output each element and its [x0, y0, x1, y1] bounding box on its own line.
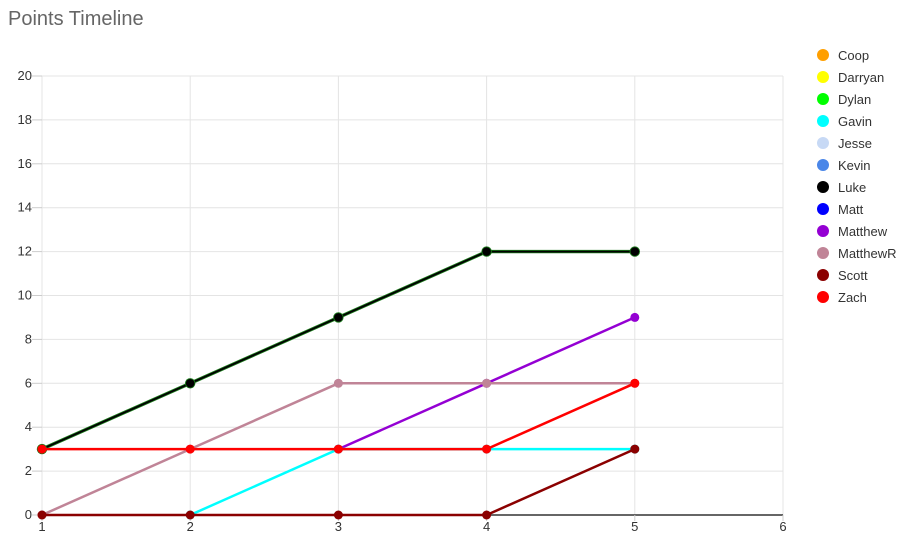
svg-text:4: 4 [25, 419, 32, 434]
svg-text:2: 2 [187, 519, 194, 534]
svg-text:3: 3 [335, 519, 342, 534]
svg-text:12: 12 [18, 244, 32, 259]
svg-text:6: 6 [25, 375, 32, 390]
svg-text:10: 10 [18, 288, 32, 303]
svg-text:8: 8 [25, 331, 32, 346]
svg-text:0: 0 [25, 507, 32, 522]
svg-text:18: 18 [18, 112, 32, 127]
svg-text:1: 1 [38, 519, 45, 534]
svg-text:2: 2 [25, 463, 32, 478]
svg-text:5: 5 [631, 519, 638, 534]
svg-text:4: 4 [483, 519, 490, 534]
svg-text:14: 14 [18, 200, 32, 215]
svg-text:20: 20 [18, 68, 32, 83]
svg-text:6: 6 [779, 519, 786, 534]
svg-text:16: 16 [18, 156, 32, 171]
